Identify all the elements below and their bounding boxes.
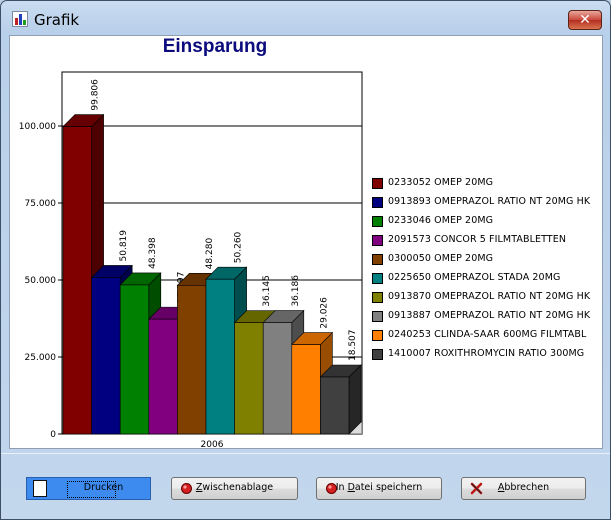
bar-front: [177, 284, 207, 435]
legend-label: 0225650 OMEPRAZOL STADA 20MG: [388, 272, 561, 283]
bar-front: [234, 322, 264, 435]
bar-front: [91, 277, 121, 435]
bar-value-label: 29.026: [319, 297, 329, 329]
bar-10: [319, 364, 362, 435]
chart-title: Einsparung: [162, 36, 268, 57]
close-button[interactable]: ✕: [568, 10, 602, 30]
print-icon: [33, 480, 47, 497]
legend-swatch: [372, 330, 383, 341]
divider: [1, 453, 610, 454]
legend-item: 0300050 OMEP 20MG: [372, 252, 604, 271]
bar-front: [291, 344, 321, 435]
legend-item: 0233052 OMEP 20MG: [372, 176, 604, 195]
print-button[interactable]: Drucken: [26, 477, 151, 500]
bar-value-label: 48.398: [148, 237, 158, 269]
legend-label: 0233046 OMEP 20MG: [388, 215, 494, 226]
legend-item: 0913887 OMEPRAZOL RATIO NT 20MG HK: [372, 309, 604, 328]
y-tick-label: 0: [50, 430, 56, 440]
print-button-label: Drucken: [83, 482, 124, 493]
bar-front: [320, 376, 350, 435]
legend-label: 0240253 CLINDA-SAAR 600MG FILMTABL: [388, 329, 587, 340]
bar-value-label: 50.260: [234, 231, 244, 263]
legend-label: 0913870 OMEPRAZOL RATIO NT 20MG HK: [388, 291, 591, 302]
bar-value-label: 36.145: [262, 275, 272, 307]
legend-swatch: [372, 349, 383, 360]
window-title: Grafik: [34, 11, 80, 29]
chart-legend: 0233052 OMEP 20MG 0913893 OMEPRAZOL RATIO…: [372, 176, 604, 366]
legend-swatch: [372, 292, 383, 303]
legend-label: 0913893 OMEPRAZOL RATIO NT 20MG HK: [388, 196, 591, 207]
y-tick-label: 75.000: [25, 199, 57, 209]
y-tick-label: 100.000: [19, 122, 56, 132]
bar-value-label: 48.280: [205, 238, 215, 270]
legend-swatch: [372, 235, 383, 246]
legend-item: 0913870 OMEPRAZOL RATIO NT 20MG HK: [372, 290, 604, 309]
legend-label: 2091573 CONCOR 5 FILMTABLETTEN: [388, 234, 567, 245]
legend-item: 0913893 OMEPRAZOL RATIO NT 20MG HK: [372, 195, 604, 214]
legend-label: 0300050 OMEP 20MG: [388, 253, 494, 264]
bar-front: [62, 126, 92, 435]
bar-front: [205, 278, 235, 435]
bar-front: [262, 322, 293, 435]
y-tick-label: 50.000: [25, 276, 57, 286]
bar-front: [119, 284, 150, 435]
bar-value-label: 50.819: [119, 230, 129, 262]
legend-swatch: [372, 178, 383, 189]
chart-panel: Einsparung 0 25.000 50.000 75.000 100.000 200…: [9, 35, 603, 449]
title-bar[interactable]: Grafik ✕: [1, 1, 610, 35]
legend-swatch: [372, 254, 383, 265]
legend-swatch: [372, 216, 383, 227]
close-icon: ✕: [579, 12, 591, 28]
legend-label: 0233052 OMEP 20MG: [388, 177, 494, 188]
legend-item: 0225650 OMEPRAZOL STADA 20MG: [372, 271, 604, 290]
save-to-file-button-label: In Datei speichern: [335, 482, 423, 493]
legend-swatch: [372, 197, 383, 208]
save-to-file-button[interactable]: In Datei speichern: [316, 477, 442, 500]
legend-label: 0913887 OMEPRAZOL RATIO NT 20MG HK: [388, 310, 591, 321]
clipboard-button[interactable]: Zwischenablage: [171, 477, 298, 500]
clipboard-icon: [181, 483, 192, 494]
legend-swatch: [372, 273, 383, 284]
clipboard-button-label: Zwischenablage: [195, 482, 274, 493]
legend-swatch: [372, 311, 383, 322]
legend-item: 1410007 ROXITHROMYCIN RATIO 300MG: [372, 347, 604, 366]
legend-item: 2091573 CONCOR 5 FILMTABLETTEN: [372, 233, 604, 252]
cancel-icon: [470, 482, 483, 495]
bar-value-label: 99.806: [91, 79, 101, 111]
legend-item: 0240253 CLINDA-SAAR 600MG FILMTABL: [372, 328, 604, 347]
legend-item: 0233046 OMEP 20MG: [372, 214, 604, 233]
save-file-icon: [326, 483, 337, 494]
cancel-button[interactable]: Abbrechen: [461, 477, 586, 500]
x-tick-label: 2006: [201, 440, 224, 448]
legend-label: 1410007 ROXITHROMYCIN RATIO 300MG: [388, 348, 585, 359]
bar-chart: 0 25.000 50.000 75.000 100.000 2006 99.806 50.8…: [19, 71, 363, 448]
focus-rectangle: [67, 481, 116, 498]
bar-9: [291, 331, 334, 435]
bar-value-label: 36.186: [291, 275, 301, 307]
cancel-button-label: Abbrechen: [497, 482, 550, 493]
bar-value-label: 18.507: [348, 329, 358, 361]
chart-app-icon: [12, 11, 28, 27]
bar-front: [148, 318, 178, 435]
y-tick-label: 25.000: [25, 353, 57, 363]
